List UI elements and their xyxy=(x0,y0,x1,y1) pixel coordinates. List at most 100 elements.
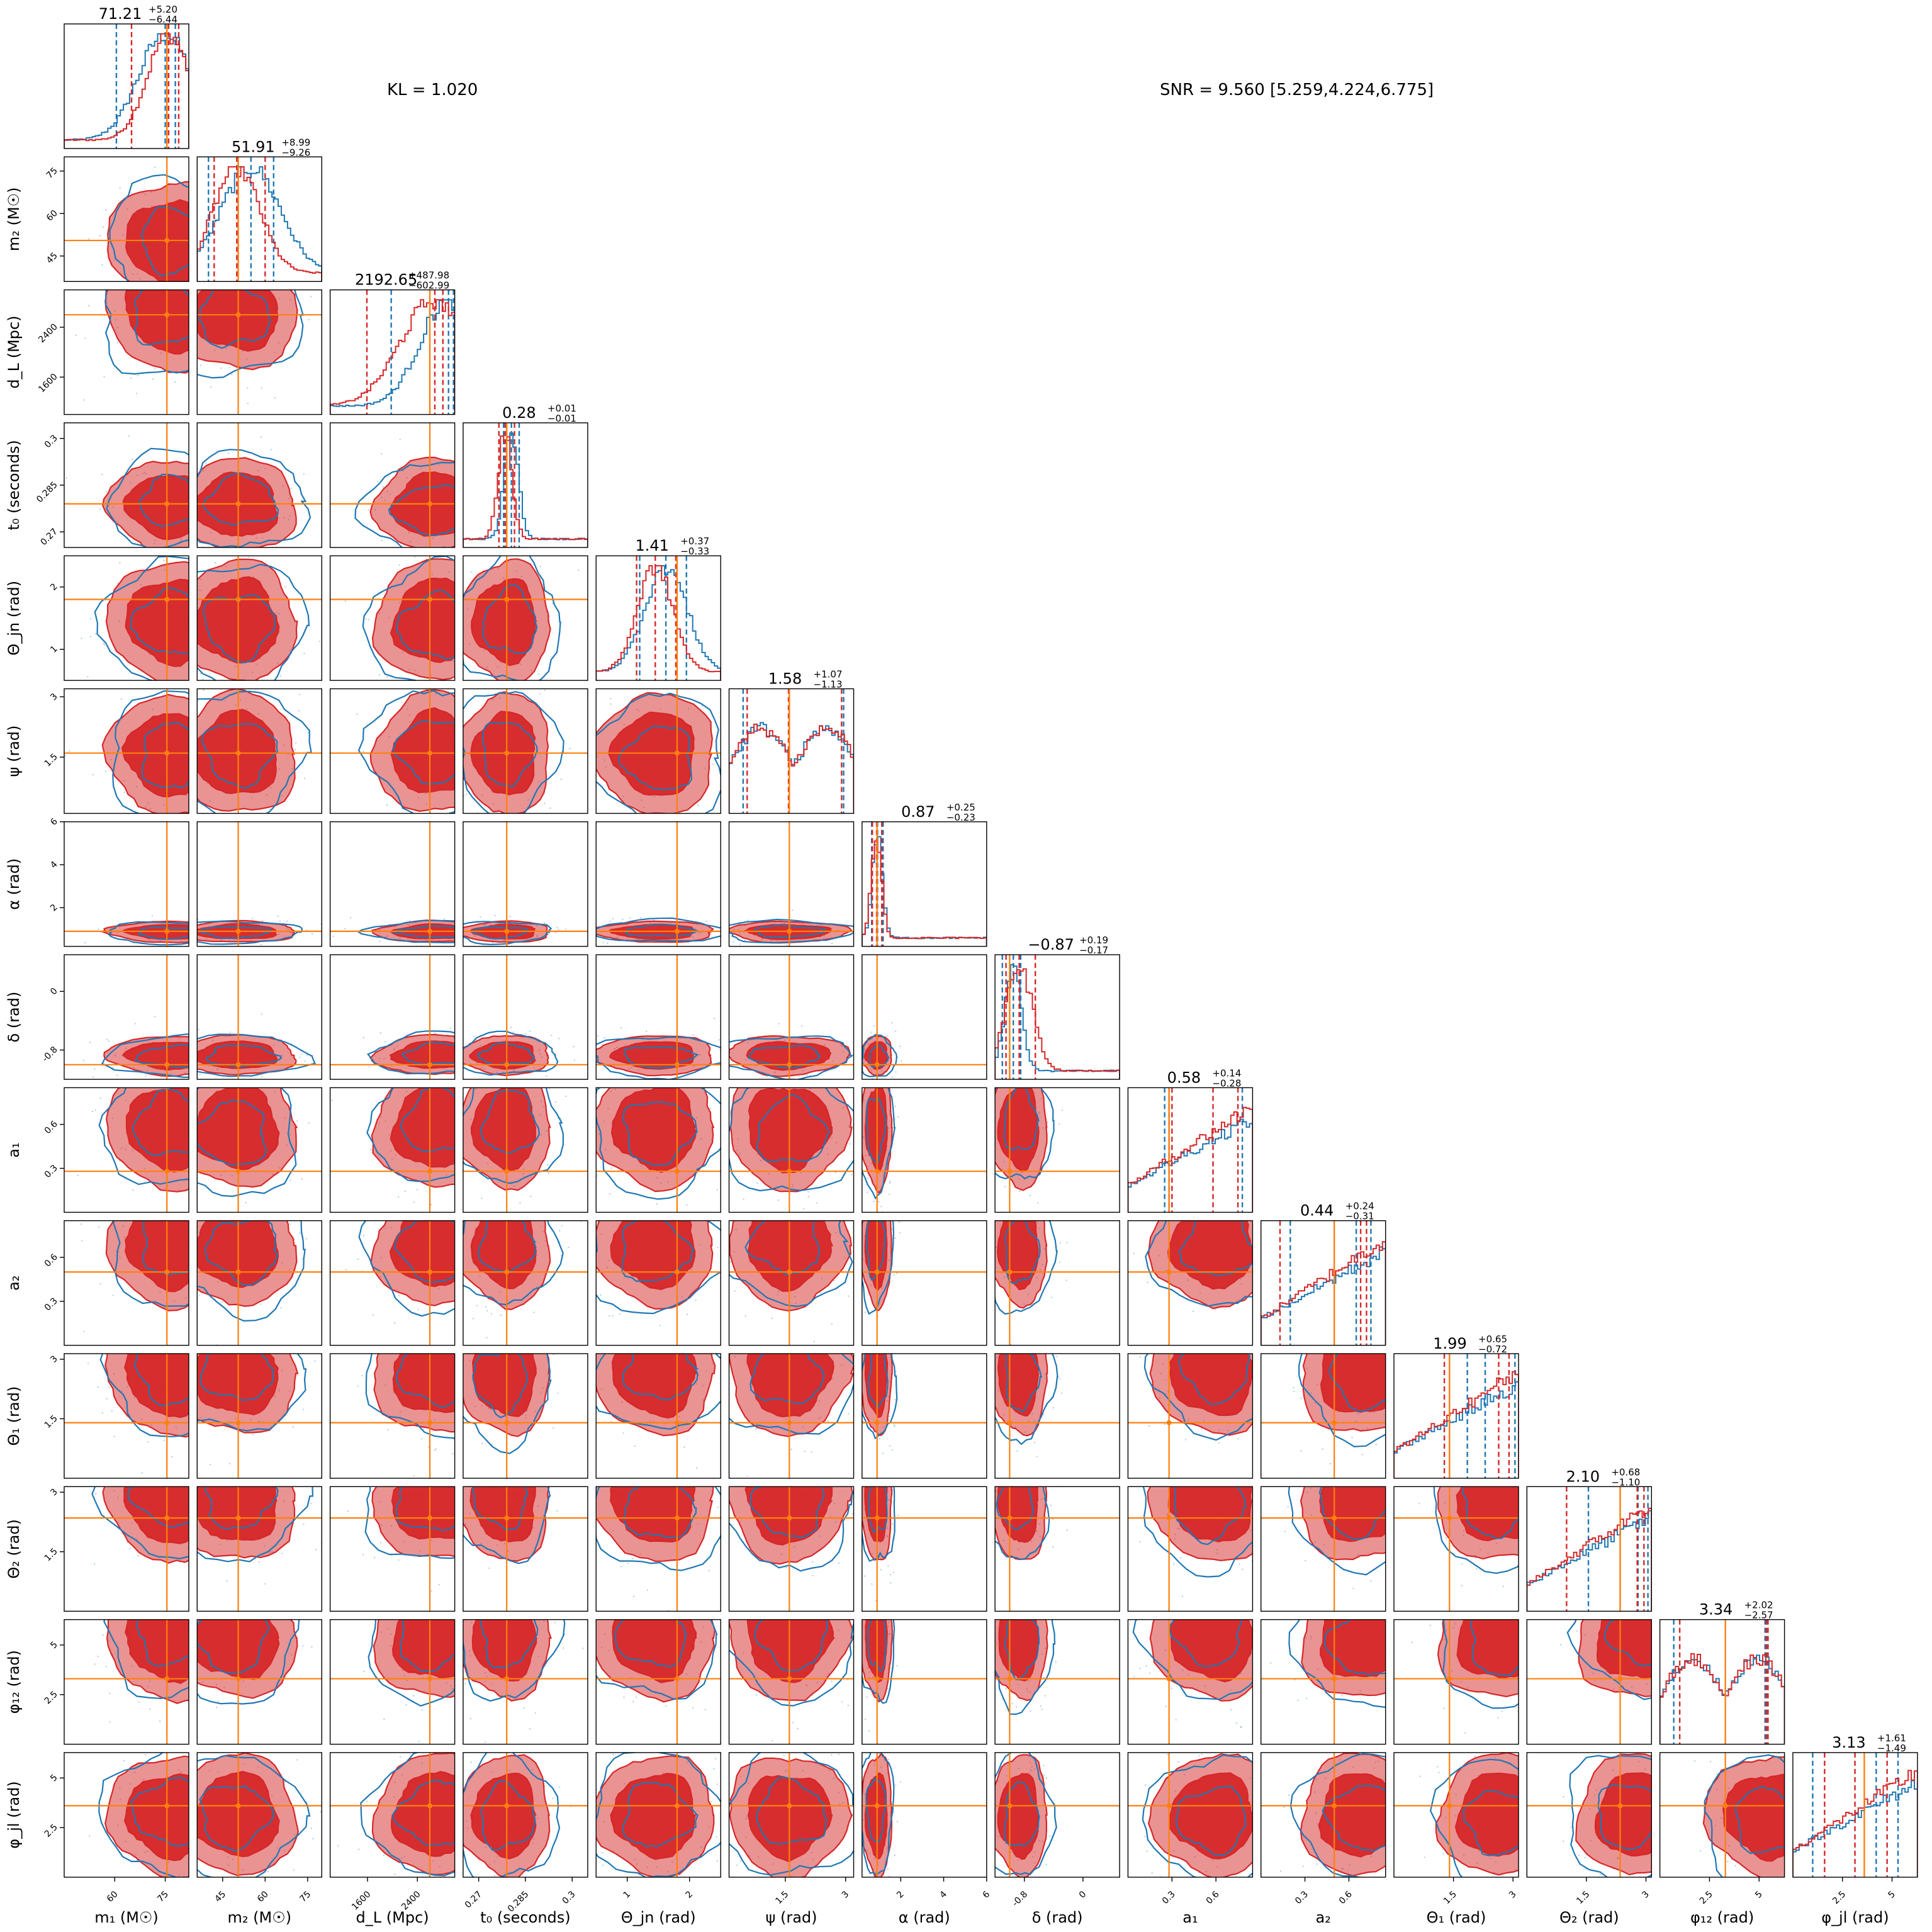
scatter-point xyxy=(1016,1337,1017,1338)
scatter-point xyxy=(285,1217,286,1218)
scatter-point xyxy=(875,1086,876,1087)
scatter-point xyxy=(612,918,614,919)
scatter-point xyxy=(991,1249,992,1250)
scatter-point xyxy=(69,750,70,752)
scatter-point xyxy=(471,1445,472,1446)
scatter-point xyxy=(1350,1352,1351,1353)
red-contour-inner xyxy=(469,1486,536,1543)
scatter-point xyxy=(247,1085,248,1086)
scatter-point xyxy=(1147,1281,1149,1284)
blue-contour-outer xyxy=(596,692,721,814)
scatter-point xyxy=(456,1057,457,1058)
y-tick-label: 2400 xyxy=(37,322,60,345)
scatter-point xyxy=(215,562,216,564)
scatter-point xyxy=(578,569,580,571)
truth-point xyxy=(874,1420,880,1425)
red-histogram-m1 xyxy=(64,33,189,149)
scatter-point xyxy=(118,1429,120,1430)
truth-point xyxy=(1166,1269,1172,1275)
scatter-point xyxy=(296,1120,298,1122)
scatter-point xyxy=(1232,1342,1233,1344)
scatter-point xyxy=(973,1274,974,1275)
scatter-point xyxy=(376,480,379,483)
scatter-point xyxy=(152,378,154,380)
blue-contour-outer xyxy=(197,1354,307,1432)
scatter-point xyxy=(512,1031,515,1033)
scatter-point xyxy=(87,676,89,678)
truth-point xyxy=(787,928,792,934)
panel-m1-m1: 71.21 +5.20−6.44 xyxy=(64,4,189,149)
scatter-point xyxy=(220,367,222,369)
scatter-point xyxy=(160,285,161,286)
scatter-point xyxy=(530,1455,531,1456)
red-histogram-dL xyxy=(330,299,455,415)
scatter-point xyxy=(198,1295,200,1296)
scatter-point xyxy=(258,1561,260,1563)
marginal-lower-error: −9.26 xyxy=(281,147,310,158)
scatter-point xyxy=(503,502,504,503)
scatter-point xyxy=(193,1171,194,1172)
scatter-point xyxy=(279,675,281,677)
scatter-point xyxy=(312,933,313,935)
scatter-point xyxy=(217,270,218,271)
blue-contour-outer xyxy=(197,563,310,681)
marginal-upper-error: +0.24 xyxy=(1345,1201,1374,1212)
scatter-point xyxy=(727,1121,728,1122)
scatter-point xyxy=(456,921,458,922)
scatter-point xyxy=(167,841,169,843)
scatter-point xyxy=(163,1200,164,1201)
scatter-point xyxy=(473,1197,475,1198)
scatter-point xyxy=(710,683,711,685)
scatter-point xyxy=(560,778,562,780)
scatter-point xyxy=(427,1203,428,1205)
scatter-point xyxy=(1048,1334,1050,1335)
scatter-point xyxy=(235,1452,236,1453)
red-contour-inner xyxy=(1320,1354,1386,1413)
scatter-point xyxy=(211,1216,213,1217)
scatter-point xyxy=(206,246,208,247)
scatter-point xyxy=(544,1347,545,1348)
scatter-point xyxy=(193,1042,194,1043)
scatter-point xyxy=(215,1430,216,1431)
panel-theta2-dL xyxy=(329,1486,456,1612)
scatter-point xyxy=(261,1013,262,1015)
scatter-point xyxy=(157,1307,158,1308)
scatter-point xyxy=(1235,1186,1236,1188)
scatter-point xyxy=(746,1475,748,1477)
scatter-point xyxy=(560,1118,562,1120)
panel-frame xyxy=(862,1087,987,1213)
scatter-point xyxy=(362,1554,364,1556)
panel-frame xyxy=(994,1220,1120,1346)
marginal-upper-error: +1.07 xyxy=(814,669,843,680)
red-contour-inner xyxy=(391,1486,455,1540)
blue-contour-inner xyxy=(476,1042,536,1065)
y-tick-label: 3 xyxy=(48,692,60,703)
panel-frame xyxy=(1127,1220,1254,1346)
red-contour-inner xyxy=(121,713,189,798)
scatter-point xyxy=(631,1558,633,1559)
red-histogram-a1 xyxy=(1128,1106,1253,1213)
blue-contour-outer xyxy=(596,1220,721,1315)
blue-contour-inner xyxy=(201,723,278,789)
scatter-point xyxy=(189,1244,190,1245)
scatter-point xyxy=(873,1025,875,1027)
scatter-point xyxy=(786,1349,787,1350)
scatter-point xyxy=(308,1122,310,1125)
blue-contour-outer xyxy=(197,449,312,548)
scatter-point xyxy=(194,1101,195,1103)
scatter-point xyxy=(185,681,186,682)
scatter-point xyxy=(878,1201,880,1203)
scatter-point xyxy=(191,932,193,933)
scatter-point xyxy=(215,237,216,239)
blue-histogram-thetajn xyxy=(596,565,721,681)
scatter-point xyxy=(697,804,699,807)
scatter-point xyxy=(228,276,229,277)
scatter-point xyxy=(761,1325,762,1327)
scatter-point xyxy=(231,558,232,559)
scatter-point xyxy=(791,909,794,911)
panel-psi-thetajn xyxy=(595,683,721,814)
scatter-point xyxy=(829,1330,830,1331)
scatter-point xyxy=(410,1308,412,1310)
blue-contour-inner xyxy=(1328,1354,1386,1412)
scatter-point xyxy=(417,1189,418,1191)
